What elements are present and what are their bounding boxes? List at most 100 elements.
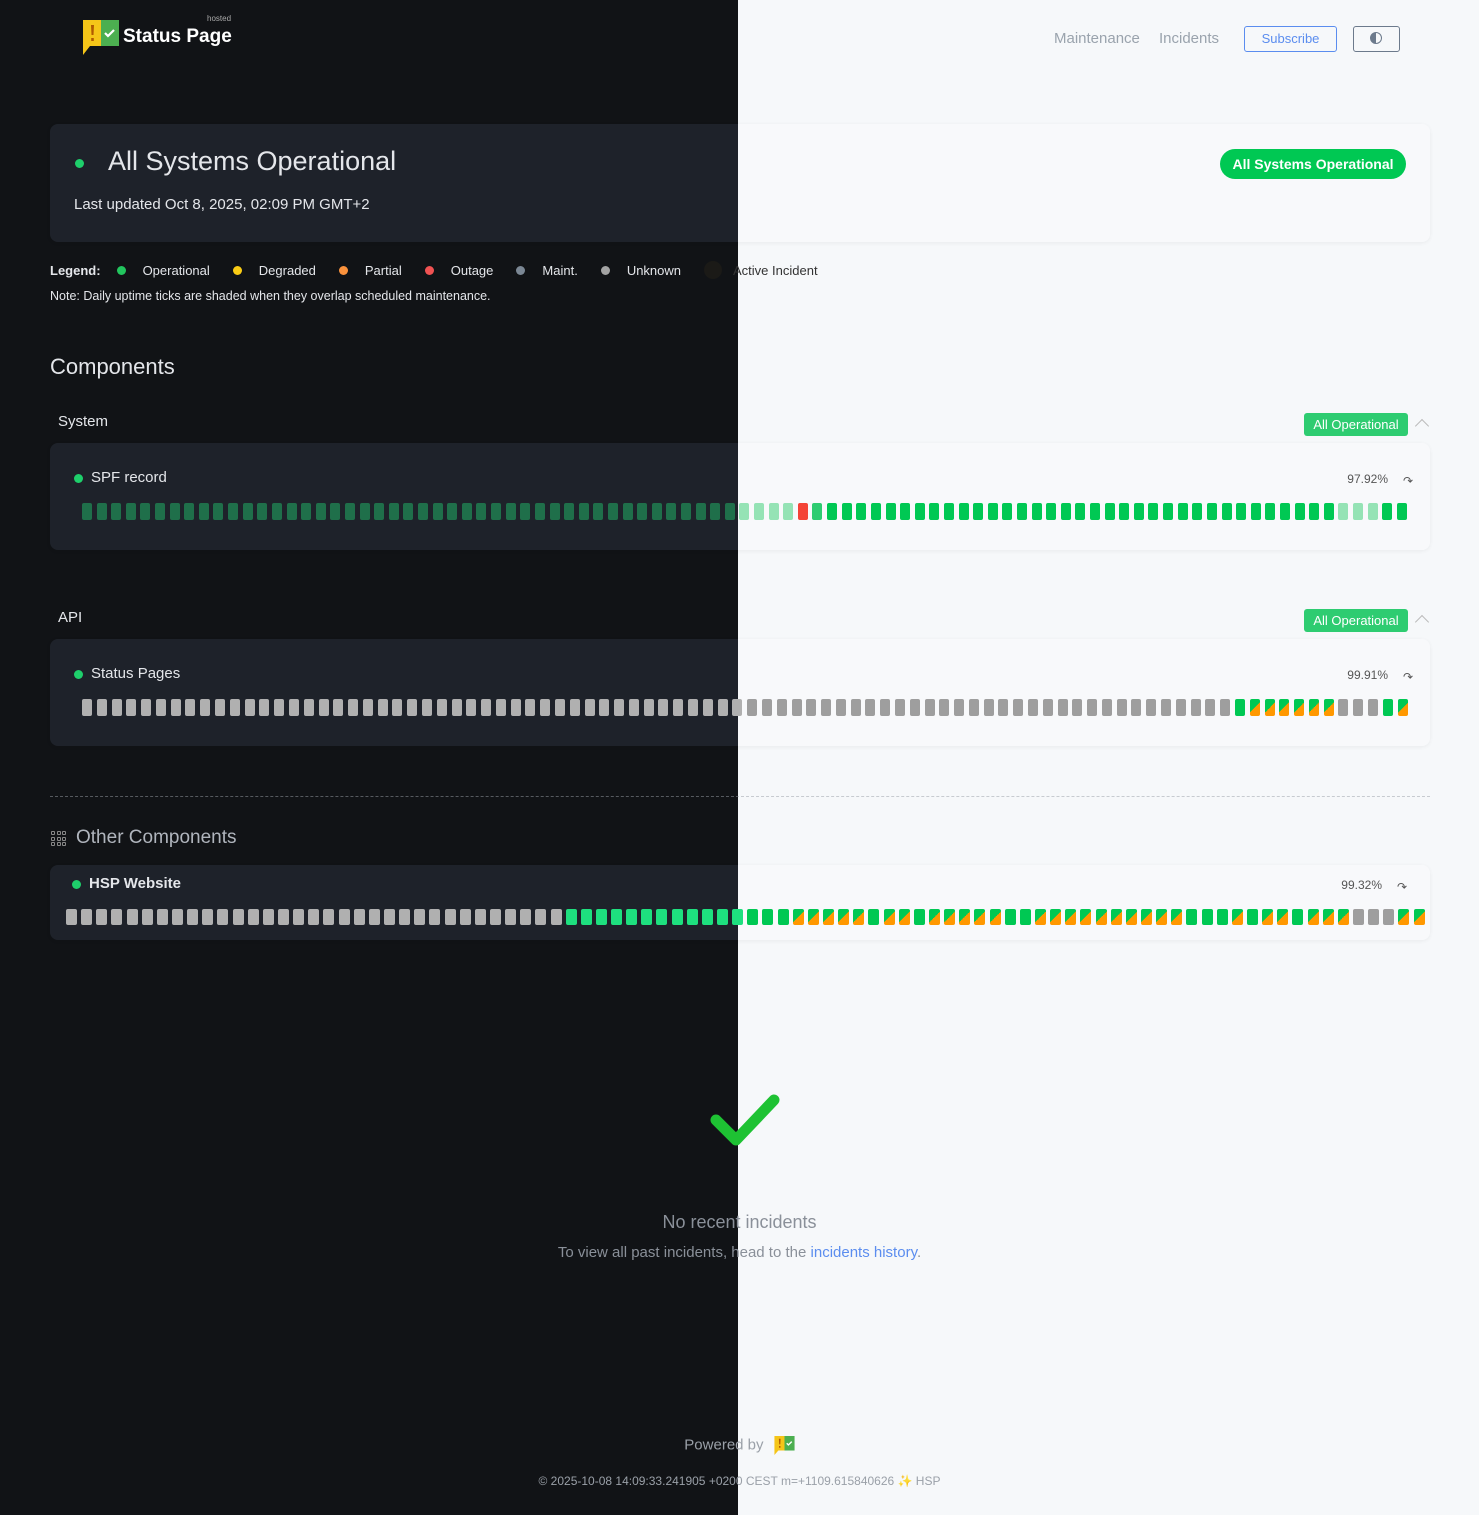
uptime-tick[interactable] bbox=[1216, 909, 1228, 925]
uptime-tick[interactable] bbox=[466, 699, 477, 716]
uptime-tick[interactable] bbox=[880, 699, 891, 716]
uptime-tick[interactable] bbox=[520, 909, 532, 925]
uptime-tick[interactable] bbox=[1017, 503, 1027, 520]
uptime-tick[interactable] bbox=[461, 503, 472, 520]
uptime-tick[interactable] bbox=[807, 909, 819, 925]
uptime-tick[interactable] bbox=[739, 503, 750, 520]
uptime-tick[interactable] bbox=[1004, 909, 1016, 925]
uptime-tick[interactable] bbox=[1231, 909, 1243, 925]
uptime-tick[interactable] bbox=[1002, 503, 1013, 520]
uptime-tick[interactable] bbox=[1279, 699, 1290, 716]
uptime-tick[interactable] bbox=[1206, 503, 1217, 520]
uptime-tick[interactable] bbox=[656, 909, 668, 925]
uptime-tick[interactable] bbox=[1382, 699, 1393, 716]
uptime-tick[interactable] bbox=[293, 909, 305, 925]
uptime-tick[interactable] bbox=[762, 909, 774, 925]
uptime-tick[interactable] bbox=[868, 909, 880, 925]
uptime-tick[interactable] bbox=[1367, 699, 1378, 716]
uptime-tick[interactable] bbox=[823, 909, 835, 925]
uptime-tick[interactable] bbox=[447, 503, 458, 520]
uptime-tick[interactable] bbox=[688, 699, 699, 716]
uptime-tick[interactable] bbox=[593, 503, 604, 520]
uptime-tick[interactable] bbox=[1110, 909, 1122, 925]
uptime-tick[interactable] bbox=[680, 503, 691, 520]
uptime-tick[interactable] bbox=[170, 699, 181, 716]
uptime-tick[interactable] bbox=[1353, 699, 1364, 716]
uptime-tick[interactable] bbox=[535, 909, 547, 925]
uptime-tick[interactable] bbox=[301, 503, 312, 520]
uptime-tick[interactable] bbox=[792, 909, 804, 925]
uptime-tick[interactable] bbox=[865, 699, 876, 716]
uptime-tick[interactable] bbox=[1161, 699, 1172, 716]
uptime-tick[interactable] bbox=[641, 909, 653, 925]
uptime-tick[interactable] bbox=[257, 503, 268, 520]
uptime-tick[interactable] bbox=[1163, 503, 1174, 520]
uptime-tick[interactable] bbox=[338, 909, 350, 925]
uptime-tick[interactable] bbox=[202, 909, 214, 925]
uptime-tick[interactable] bbox=[1019, 909, 1031, 925]
uptime-tick[interactable] bbox=[96, 909, 108, 925]
uptime-tick[interactable] bbox=[835, 699, 846, 716]
uptime-tick[interactable] bbox=[510, 699, 521, 716]
uptime-tick[interactable] bbox=[1171, 909, 1183, 925]
uptime-tick[interactable] bbox=[155, 699, 166, 716]
uptime-tick[interactable] bbox=[673, 699, 684, 716]
uptime-tick[interactable] bbox=[1221, 503, 1232, 520]
status-page-logo[interactable] bbox=[83, 20, 119, 56]
uptime-tick[interactable] bbox=[1338, 503, 1349, 520]
uptime-tick[interactable] bbox=[695, 503, 706, 520]
uptime-tick[interactable] bbox=[702, 699, 713, 716]
uptime-tick[interactable] bbox=[555, 699, 565, 716]
uptime-tick[interactable] bbox=[1264, 699, 1275, 716]
uptime-tick[interactable] bbox=[111, 503, 122, 520]
uptime-tick[interactable] bbox=[288, 699, 299, 716]
uptime-tick[interactable] bbox=[1125, 909, 1137, 925]
uptime-tick[interactable] bbox=[228, 503, 239, 520]
uptime-tick[interactable] bbox=[242, 503, 253, 520]
uptime-tick[interactable] bbox=[987, 503, 998, 520]
uptime-tick[interactable] bbox=[200, 699, 211, 716]
uptime-tick[interactable] bbox=[1353, 503, 1364, 520]
uptime-tick[interactable] bbox=[1205, 699, 1216, 716]
uptime-tick[interactable] bbox=[1323, 699, 1334, 716]
uptime-tick[interactable] bbox=[141, 699, 152, 716]
uptime-tick[interactable] bbox=[187, 909, 199, 925]
uptime-tick[interactable] bbox=[476, 503, 487, 520]
uptime-tick[interactable] bbox=[883, 909, 895, 925]
tooltip-toggle-icon[interactable]: ↷ bbox=[1403, 474, 1414, 488]
uptime-tick[interactable] bbox=[747, 699, 758, 716]
uptime-tick[interactable] bbox=[900, 503, 911, 520]
uptime-tick[interactable] bbox=[1322, 909, 1334, 925]
uptime-tick[interactable] bbox=[125, 503, 136, 520]
uptime-tick[interactable] bbox=[399, 909, 411, 925]
uptime-tick[interactable] bbox=[362, 699, 373, 716]
uptime-tick[interactable] bbox=[156, 909, 168, 925]
uptime-tick[interactable] bbox=[1337, 909, 1349, 925]
uptime-tick[interactable] bbox=[383, 909, 395, 925]
uptime-tick[interactable] bbox=[611, 909, 623, 925]
uptime-tick[interactable] bbox=[622, 503, 633, 520]
uptime-tick[interactable] bbox=[184, 503, 195, 520]
uptime-tick[interactable] bbox=[1234, 699, 1245, 716]
uptime-tick[interactable] bbox=[244, 699, 255, 716]
collapse-chevron-icon[interactable] bbox=[1414, 614, 1430, 630]
uptime-tick[interactable] bbox=[959, 909, 971, 925]
uptime-tick[interactable] bbox=[436, 699, 447, 716]
uptime-tick[interactable] bbox=[1220, 699, 1231, 716]
uptime-tick[interactable] bbox=[1175, 699, 1186, 716]
uptime-tick[interactable] bbox=[1087, 699, 1098, 716]
uptime-tick[interactable] bbox=[841, 503, 852, 520]
uptime-tick[interactable] bbox=[724, 503, 735, 520]
uptime-tick[interactable] bbox=[1190, 699, 1201, 716]
uptime-tick[interactable] bbox=[1308, 699, 1319, 716]
uptime-tick[interactable] bbox=[418, 503, 429, 520]
uptime-tick[interactable] bbox=[1065, 909, 1077, 925]
uptime-tick[interactable] bbox=[968, 699, 979, 716]
uptime-tick[interactable] bbox=[1072, 699, 1083, 716]
uptime-tick[interactable] bbox=[550, 909, 562, 925]
uptime-tick[interactable] bbox=[126, 909, 138, 925]
uptime-tick[interactable] bbox=[1046, 503, 1057, 520]
uptime-tick[interactable] bbox=[1028, 699, 1038, 716]
uptime-tick[interactable] bbox=[671, 909, 683, 925]
uptime-tick[interactable] bbox=[954, 699, 965, 716]
